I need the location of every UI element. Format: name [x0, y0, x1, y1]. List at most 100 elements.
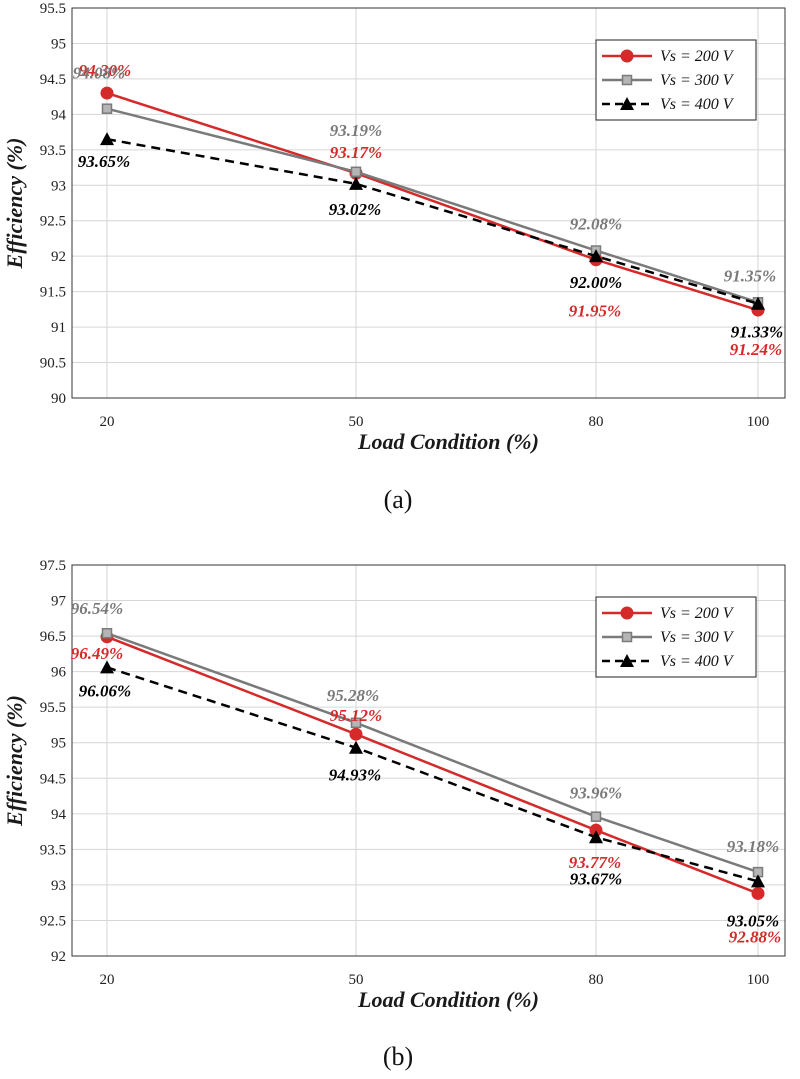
- series-line: [106, 107, 759, 304]
- data-label: 93.17%: [330, 143, 382, 162]
- data-label: 94.08%: [73, 64, 125, 83]
- y-tick-label: 90: [51, 391, 66, 407]
- y-tick-label: 91: [51, 320, 66, 336]
- data-label: 95.28%: [327, 686, 379, 705]
- y-tick-label: 93.5: [40, 143, 66, 159]
- data-label: 93.65%: [78, 152, 130, 171]
- y-tick-label: 95: [51, 36, 66, 52]
- legend-triangle-marker: [620, 654, 634, 667]
- x-tick-label: 50: [349, 414, 364, 430]
- x-tick-label: 50: [349, 972, 364, 988]
- y-tick-label: 92: [51, 949, 66, 965]
- y-tick-label: 94.5: [40, 72, 66, 88]
- triangle-marker: [349, 740, 363, 754]
- data-label: 91.33%: [731, 323, 783, 342]
- y-tick-label: 92: [51, 249, 66, 265]
- circle-marker: [100, 86, 114, 100]
- series-line: [106, 632, 759, 874]
- data-label: 93.67%: [570, 869, 622, 888]
- y-tick-label: 96: [51, 665, 67, 681]
- y-tick-label: 93.5: [40, 842, 66, 858]
- y-tick-label: 97.5: [40, 558, 66, 574]
- x-tick-label: 100: [747, 414, 770, 430]
- x-axis-title: Load Condition (%): [357, 429, 539, 454]
- square-marker: [350, 166, 362, 178]
- y-tick-label: 93: [51, 878, 66, 894]
- data-label: 96.06%: [79, 681, 131, 700]
- series-line: [106, 666, 759, 883]
- data-label: 91.35%: [724, 266, 776, 285]
- y-tick-label: 93: [51, 178, 66, 194]
- legend-label: Vs = 200 V: [660, 605, 735, 622]
- data-label: 93.05%: [727, 911, 779, 930]
- triangle-marker: [589, 249, 603, 263]
- data-label: 94.93%: [329, 766, 381, 785]
- legend-label: Vs = 400 V: [660, 653, 735, 670]
- data-label: 96.49%: [71, 644, 123, 663]
- square-marker: [590, 811, 602, 822]
- x-tick-label: 80: [589, 414, 604, 430]
- y-tick-label: 96.5: [40, 629, 66, 645]
- data-label: 93.77%: [569, 853, 621, 872]
- axes-frame: [71, 564, 786, 957]
- data-label: 94.30%: [79, 61, 131, 80]
- caption-a: (a): [384, 485, 413, 514]
- legend-circle-marker: [620, 606, 634, 620]
- data-label: 96.54%: [71, 599, 123, 618]
- y-tick-label: 97: [51, 594, 67, 610]
- series-line: [106, 137, 759, 305]
- data-label: 92.88%: [729, 927, 781, 946]
- data-label: 93.19%: [330, 121, 382, 140]
- data-label: 92.08%: [570, 215, 622, 234]
- circle-marker: [349, 727, 363, 741]
- circle-marker: [751, 886, 765, 900]
- y-axis-title: Efficiency (%): [2, 695, 27, 827]
- caption-b: (b): [383, 1042, 413, 1071]
- data-label: 93.02%: [329, 200, 381, 219]
- y-tick-label: 95.5: [40, 1, 66, 17]
- square-marker: [350, 717, 362, 729]
- data-label: 95.12%: [330, 706, 382, 725]
- legend-label: Vs = 300 V: [660, 629, 735, 646]
- y-tick-label: 94: [51, 807, 67, 823]
- y-tick-label: 92.5: [40, 214, 66, 230]
- triangle-marker: [349, 176, 363, 190]
- x-axis-title: Load Condition (%): [357, 987, 539, 1012]
- data-label: 91.95%: [569, 302, 621, 321]
- data-label: 91.24%: [730, 340, 782, 359]
- data-label: 92.00%: [570, 273, 622, 292]
- chart-a: 90 90.5 91 91.5 92 92.5 93 93.5 94 94.5 95 95.5 20 50…: [2, 1, 786, 454]
- square-marker: [101, 103, 113, 114]
- data-label: 93.18%: [727, 837, 779, 856]
- y-tick-label: 94: [51, 107, 67, 123]
- y-tick-label: 95: [51, 736, 66, 752]
- chart-b: 92 92.5 93 93.5 94 94.5 95 95.5 96 96.5 97 97.5 20 50…: [2, 558, 786, 1012]
- x-tick-label: 80: [589, 972, 604, 988]
- legend-triangle-marker: [620, 97, 634, 110]
- square-marker: [101, 627, 113, 639]
- legend-circle-marker: [620, 49, 634, 63]
- legend-label: Vs = 400 V: [660, 96, 735, 113]
- y-tick-label: 95.5: [40, 700, 66, 716]
- legend-square-marker: [621, 631, 633, 643]
- triangle-marker: [100, 132, 114, 146]
- y-tick-label: 90.5: [40, 356, 66, 372]
- triangle-marker: [589, 830, 603, 844]
- triangle-marker: [751, 296, 765, 310]
- x-tick-label: 100: [747, 972, 770, 988]
- x-tick-label: 20: [100, 414, 115, 430]
- legend-label: Vs = 200 V: [660, 48, 735, 65]
- data-label: 93.96%: [570, 784, 622, 803]
- series-line: [106, 635, 759, 895]
- triangle-marker: [751, 874, 765, 888]
- series-line: [106, 91, 759, 312]
- legend-label: Vs = 300 V: [660, 72, 735, 89]
- y-tick-label: 92.5: [40, 913, 66, 929]
- axes-frame: [71, 7, 786, 399]
- y-tick-label: 94.5: [40, 771, 66, 787]
- legend-square-marker: [621, 74, 633, 86]
- triangle-marker: [100, 660, 114, 674]
- y-axis-title: Efficiency (%): [2, 138, 27, 270]
- y-tick-label: 91.5: [40, 285, 66, 301]
